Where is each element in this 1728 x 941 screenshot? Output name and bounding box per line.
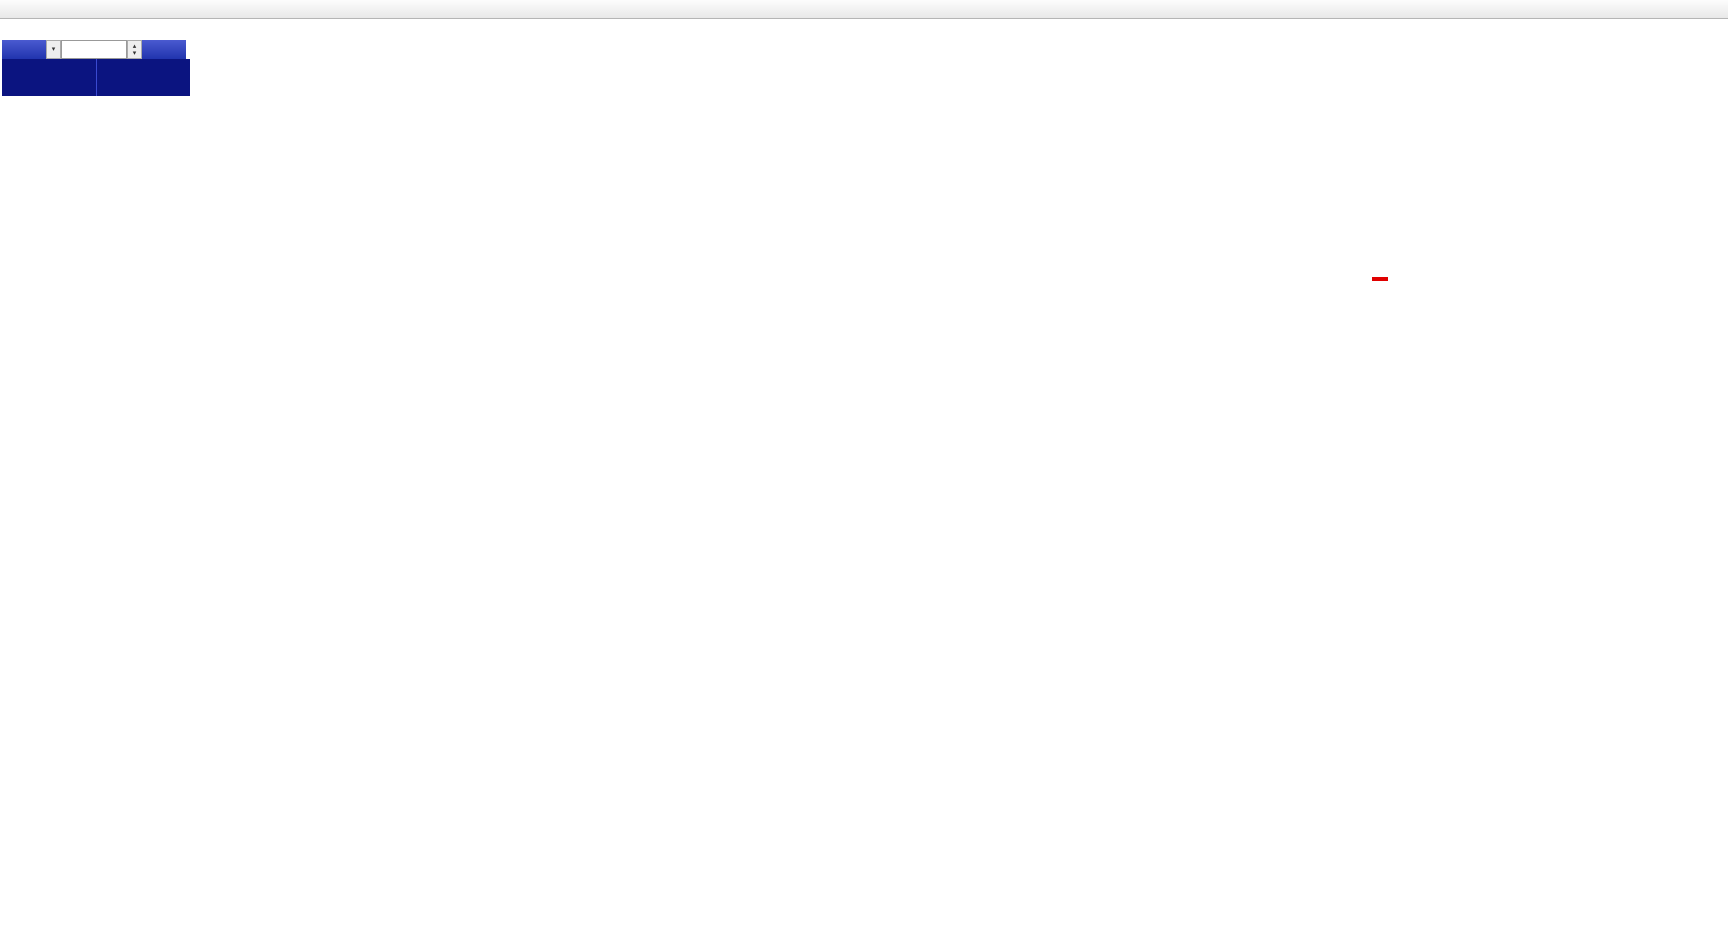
volume-stepper[interactable]: ▴ ▾: [127, 40, 142, 59]
quote-header: [5, 23, 30, 35]
one-click-trading-panel: ▾ ▴ ▾: [2, 40, 190, 96]
price-callout-label[interactable]: [1372, 277, 1388, 281]
sell-dropdown-caret[interactable]: ▾: [46, 40, 61, 59]
volume-down-icon[interactable]: ▾: [132, 49, 137, 57]
main-toolbar: [0, 0, 1728, 19]
volume-up-icon[interactable]: ▴: [132, 42, 137, 50]
sell-button[interactable]: [2, 40, 46, 59]
sell-price[interactable]: [2, 59, 96, 96]
volume-input[interactable]: [61, 40, 127, 59]
buy-price[interactable]: [97, 59, 191, 96]
buy-button[interactable]: [142, 40, 186, 59]
price-divider: [95, 59, 97, 96]
one-click-controls: ▾ ▴ ▾: [2, 40, 190, 59]
one-click-prices: [2, 59, 190, 96]
